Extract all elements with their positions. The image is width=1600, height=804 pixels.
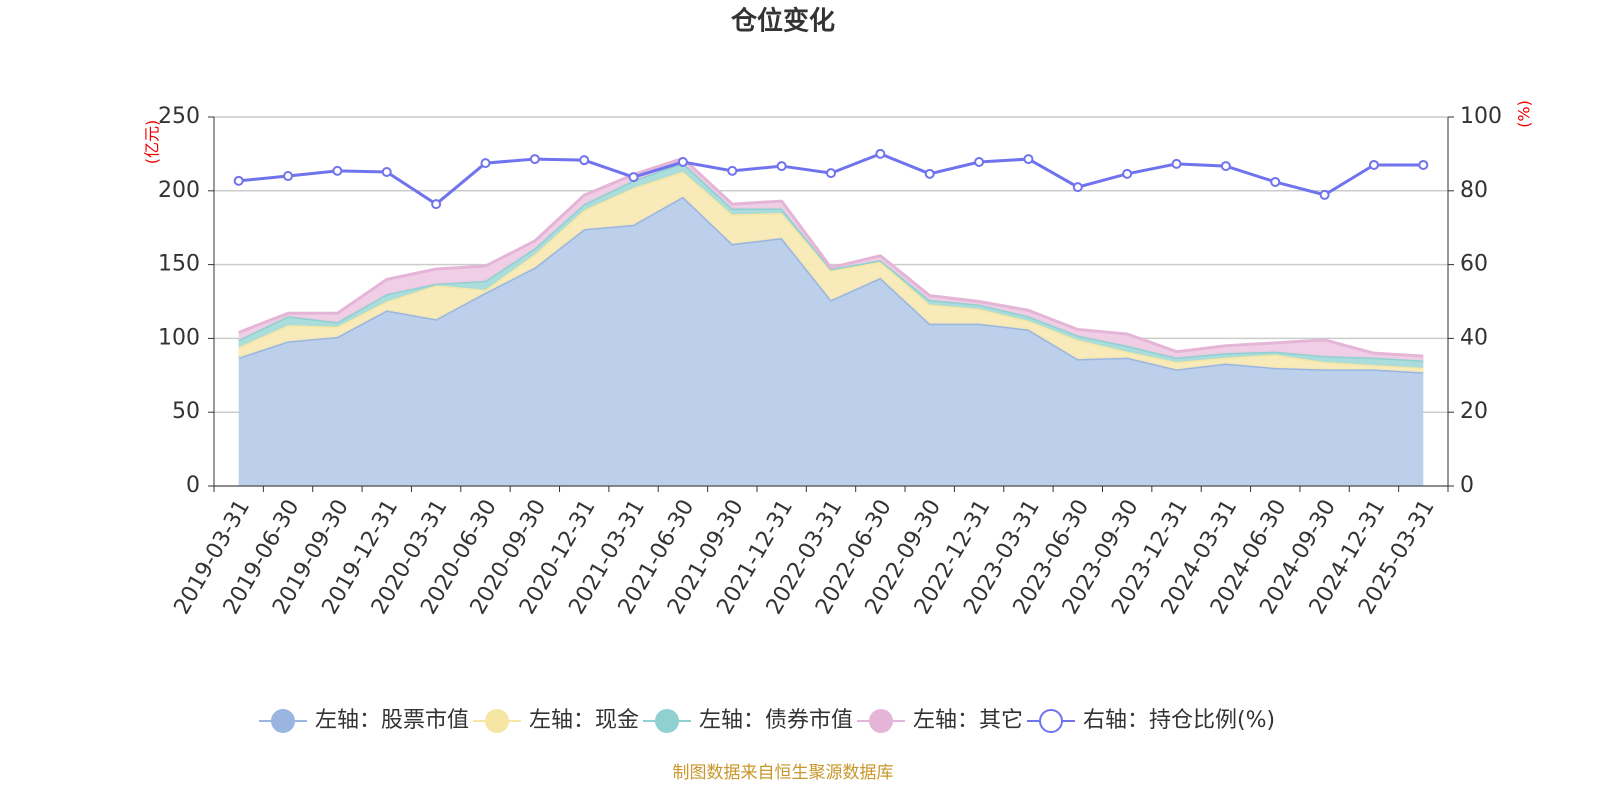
ratio-point: [1368, 159, 1379, 170]
y2-tick-label: 20: [1460, 399, 1488, 424]
legend-icon: [1039, 709, 1063, 733]
y-tick-label: 0: [186, 473, 200, 498]
y-tick-label: 50: [172, 399, 200, 424]
y2-tick-label: 100: [1460, 104, 1502, 129]
ratio-point: [1171, 158, 1182, 169]
legend-label: 左轴：现金: [529, 708, 639, 733]
y2-tick-label: 80: [1460, 178, 1488, 203]
ratio-point: [283, 171, 294, 182]
ratio-point: [1319, 189, 1330, 200]
y2-tick-label: 40: [1460, 325, 1488, 350]
ratio-point: [974, 157, 985, 168]
ratio-point: [480, 158, 491, 169]
legend-icon: [271, 709, 295, 733]
legend-label: 左轴：其它: [913, 708, 1023, 733]
legend-icon: [869, 709, 893, 733]
legend-label: 右轴：持仓比例(%): [1083, 708, 1275, 733]
ratio-point: [1270, 176, 1281, 187]
ratio-point: [233, 175, 244, 186]
y-tick-label: 150: [158, 252, 200, 277]
legend-icon: [655, 709, 679, 733]
ratio-point: [431, 199, 442, 210]
ratio-point: [381, 166, 392, 177]
source-note: 制图数据来自恒生聚源数据库: [673, 763, 894, 783]
ratio-point: [924, 168, 935, 179]
ratio-point: [529, 154, 540, 165]
chart-title: 仓位变化: [730, 6, 835, 37]
ratio-point: [1418, 159, 1429, 170]
y2-axis-label: (%): [1515, 100, 1534, 128]
ratio-point: [1072, 182, 1083, 193]
legend-icon: [485, 709, 509, 733]
ratio-point: [727, 165, 738, 176]
y2-tick-label: 60: [1460, 252, 1488, 277]
y-tick-label: 250: [158, 104, 200, 129]
legend-label: 左轴：债券市值: [699, 708, 853, 733]
ratio-point: [875, 148, 886, 159]
ratio-point: [677, 157, 688, 168]
area-line: [238, 156, 1424, 358]
y2-tick-label: 0: [1460, 473, 1474, 498]
y-tick-label: 100: [158, 325, 200, 350]
ratio-point: [1023, 154, 1034, 165]
area-fill: [238, 196, 1424, 487]
ratio-point: [628, 172, 639, 183]
y-tick-label: 200: [158, 178, 200, 203]
ratio-point: [1122, 168, 1133, 179]
y-axis-label: (亿元): [143, 120, 162, 165]
ratio-point: [776, 161, 787, 172]
ratio-point: [332, 165, 343, 176]
ratio-point: [826, 168, 836, 179]
ratio-line: [238, 152, 1424, 206]
ratio-point: [1220, 161, 1231, 172]
ratio-point: [579, 155, 590, 166]
legend-label: 左轴：股票市值: [315, 708, 469, 733]
